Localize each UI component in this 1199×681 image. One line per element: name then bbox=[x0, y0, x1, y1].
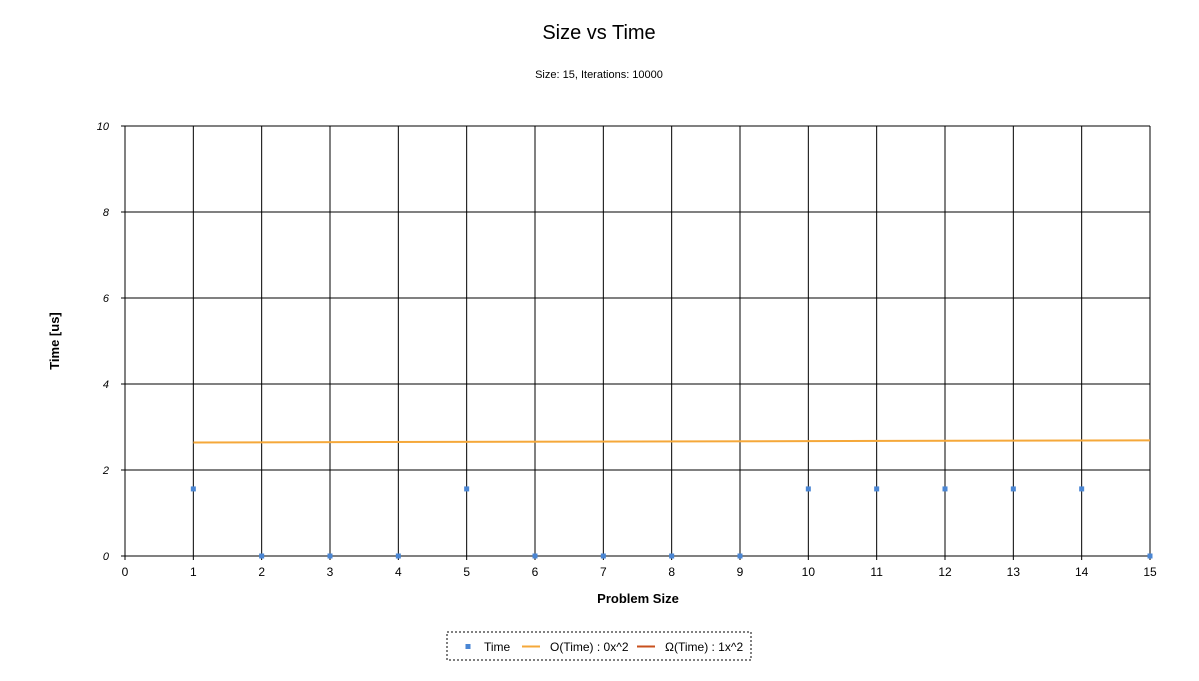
legend-label: Ω(Time) : 1x^2 bbox=[665, 640, 743, 654]
x-tick-label: 8 bbox=[668, 565, 675, 579]
plot-series bbox=[190, 439, 1153, 559]
x-axis-title: Problem Size bbox=[597, 591, 679, 606]
chart-subtitle: Size: 15, Iterations: 10000 bbox=[535, 69, 663, 81]
series-line bbox=[193, 439, 1151, 444]
x-tick-label: 10 bbox=[802, 565, 816, 579]
legend: Time O(Time) : 0x^2 Ω(Time) : 1x^2 bbox=[446, 631, 752, 661]
data-point bbox=[805, 486, 811, 492]
x-tick-label: 1 bbox=[190, 565, 197, 579]
data-point bbox=[532, 553, 538, 559]
y-tick-label: 4 bbox=[103, 379, 109, 391]
data-point bbox=[259, 553, 265, 559]
data-point bbox=[190, 486, 196, 492]
legend-box bbox=[446, 631, 752, 661]
y-tick-label: 2 bbox=[102, 465, 109, 477]
data-point bbox=[669, 553, 675, 559]
data-point bbox=[1147, 553, 1153, 559]
y-tick-label: 0 bbox=[103, 551, 110, 563]
y-axis-ticks: 0 2 4 6 8 10 bbox=[97, 121, 110, 563]
x-tick-label: 0 bbox=[122, 565, 129, 579]
x-tick-label: 13 bbox=[1007, 565, 1021, 579]
x-tick-label: 2 bbox=[258, 565, 265, 579]
x-tick-label: 6 bbox=[532, 565, 539, 579]
chart-title: Size vs Time bbox=[542, 22, 655, 44]
x-tick-label: 15 bbox=[1143, 565, 1157, 579]
data-point bbox=[1010, 486, 1016, 492]
data-point bbox=[874, 486, 880, 492]
data-point bbox=[942, 486, 948, 492]
x-tick-label: 7 bbox=[600, 565, 607, 579]
data-point bbox=[327, 553, 333, 559]
x-tick-label: 9 bbox=[737, 565, 744, 579]
grid bbox=[121, 125, 1151, 560]
legend-label: O(Time) : 0x^2 bbox=[550, 640, 629, 654]
legend-label: Time bbox=[484, 640, 511, 654]
data-point bbox=[395, 553, 401, 559]
x-tick-label: 5 bbox=[463, 565, 470, 579]
y-tick-label: 6 bbox=[103, 293, 110, 305]
data-point bbox=[464, 486, 470, 492]
y-tick-label: 8 bbox=[103, 207, 110, 219]
x-tick-label: 11 bbox=[870, 565, 883, 579]
data-point bbox=[1079, 486, 1085, 492]
x-tick-label: 12 bbox=[938, 565, 952, 579]
data-point bbox=[737, 553, 743, 559]
y-axis-title: Time [us] bbox=[47, 312, 62, 370]
x-tick-label: 4 bbox=[395, 565, 402, 579]
x-tick-label: 3 bbox=[327, 565, 334, 579]
data-point bbox=[600, 553, 606, 559]
legend-marker bbox=[465, 644, 471, 649]
x-axis-ticks: 0 1 2 3 4 5 6 7 8 9 10 11 12 13 14 15 bbox=[122, 565, 1157, 579]
y-tick-label: 10 bbox=[97, 121, 110, 133]
x-tick-label: 14 bbox=[1075, 565, 1089, 579]
